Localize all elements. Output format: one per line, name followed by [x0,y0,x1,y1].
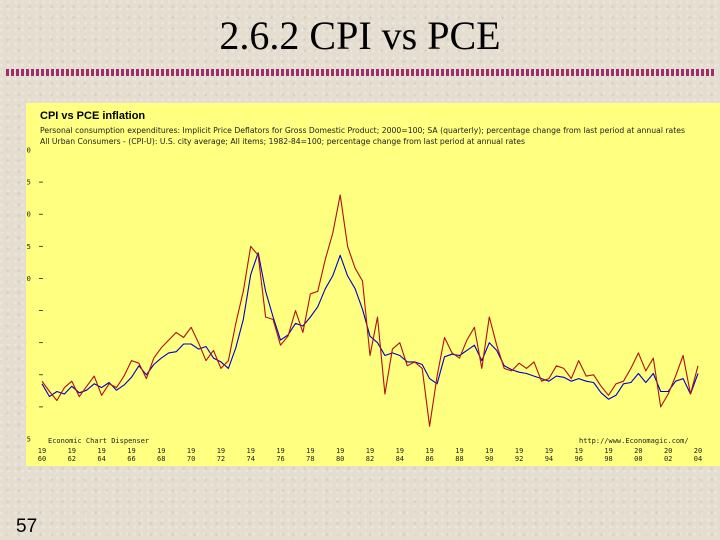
y-tick-label: 7.5 [26,307,27,315]
x-tick-label-year: 80 [336,455,344,463]
x-tick-label-year: 76 [276,455,284,463]
chart-panel: CPI vs PCE inflation < Personal consumpt… [26,103,720,466]
series-lines [41,194,699,427]
x-tick-label-year: 62 [68,455,76,463]
x-tick-label-year: 66 [127,455,135,463]
x-tick-label-year: 70 [187,455,195,463]
legend-entry-pce: Personal consumption expenditures: Impli… [40,126,685,135]
x-tick-label-century: 19 [157,447,165,455]
x-tick-label-century: 19 [276,447,284,455]
x-tick-label-century: 19 [366,447,374,455]
series-line-pce [41,252,699,400]
x-tick-label-century: 19 [455,447,463,455]
y-axis: 20.0 17.5 15.0 12.5 10.0 7.5 5.0 2.5 0.0 -2.5 [26,147,43,444]
x-tick-label-century: 19 [604,447,612,455]
x-tick-label-year: 98 [604,455,612,463]
x-tick-label-century: 19 [485,447,493,455]
x-tick-label-century: 20 [664,447,672,455]
x-tick-label-century: 19 [247,447,255,455]
x-tick-label-year: 02 [664,455,672,463]
y-tick-label: 20.0 [26,147,31,155]
x-tick-label-year: 04 [694,455,702,463]
x-tick-label-year: 60 [38,455,46,463]
x-axis: 1960196219641966196819701972197419761978… [38,447,702,463]
x-tick-label-century: 19 [396,447,404,455]
x-tick-label-century: 19 [545,447,553,455]
x-tick-label-year: 82 [366,455,374,463]
x-tick-label-year: 68 [157,455,165,463]
y-tick-label: 0.0 [26,403,27,411]
x-tick-label-year: 74 [247,455,255,463]
title-divider [6,69,714,76]
x-tick-label-year: 78 [306,455,314,463]
y-tick-label: 10.0 [26,275,31,283]
x-tick-label-year: 84 [396,455,404,463]
chart-footer-left: Economic Chart Dispenser [48,437,149,445]
y-tick-label: 2.5 [26,371,27,379]
slide-title: 2.6.2 CPI vs PCE [219,13,501,58]
y-tick-label: 12.5 [26,243,31,251]
chart-footer-right: http://www.Economagic.com/ [579,437,689,445]
x-tick-label-century: 19 [38,447,46,455]
x-tick-label-year: 96 [575,455,583,463]
y-tick-label: 15.0 [26,211,31,219]
x-tick-label-century: 19 [306,447,314,455]
cpi-pce-chart: CPI vs PCE inflation < Personal consumpt… [26,110,702,463]
series-line-cpi [41,194,699,427]
x-tick-label-century: 19 [217,447,225,455]
x-tick-label-century: 20 [694,447,702,455]
x-tick-label-year: 64 [97,455,105,463]
page-number: 57 [16,516,38,537]
x-tick-label-century: 19 [575,447,583,455]
x-tick-label-year: 90 [485,455,493,463]
x-tick-label-year: 88 [455,455,463,463]
y-tick-label: 5.0 [26,339,27,347]
x-tick-label-century: 19 [68,447,76,455]
x-tick-label-year: 72 [217,455,225,463]
x-tick-label-century: 19 [515,447,523,455]
x-tick-label-year: 94 [545,455,553,463]
x-tick-label-century: 19 [127,447,135,455]
x-tick-label-century: 19 [425,447,433,455]
chart-title: CPI vs PCE inflation [40,110,145,122]
x-tick-label-century: 19 [187,447,195,455]
x-tick-label-year: 86 [425,455,433,463]
y-tick-label: 17.5 [26,179,31,187]
x-tick-label-century: 19 [336,447,344,455]
x-tick-label-century: 19 [97,447,105,455]
legend-entry-cpi: All Urban Consumers - (CPI-U): U.S. city… [40,137,525,146]
x-tick-label-century: 20 [634,447,642,455]
y-tick-label: -2.5 [26,436,31,444]
x-tick-label-year: 92 [515,455,523,463]
x-tick-label-year: 00 [634,455,642,463]
